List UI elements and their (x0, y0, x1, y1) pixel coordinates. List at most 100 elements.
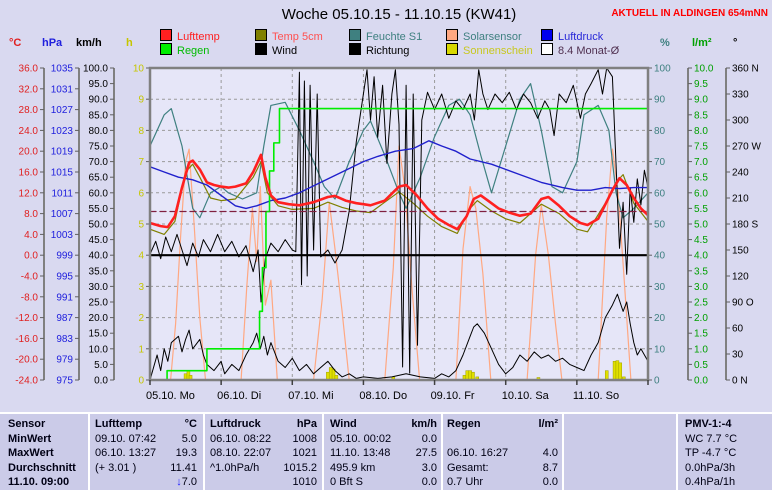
table-cell-value: 19.3 (175, 447, 197, 459)
tick-label-degrees: 240 (732, 168, 749, 179)
table-cell-text: 05.10. 00:02 (330, 432, 392, 445)
tick-label-kmh: 5.0 (94, 360, 108, 371)
series-lufttemp (150, 153, 648, 231)
tick-label-celsius: -20.0 (15, 355, 38, 366)
unit-label-hours: h (126, 37, 133, 49)
tick-label-lm2: 1.5 (694, 329, 708, 340)
x-tick-label: 06.10. Di (217, 390, 261, 402)
table-separator (676, 414, 678, 490)
legend-label: Wind (272, 45, 298, 57)
page-title: Woche 05.10.15 - 11.10.15 (KW41) (281, 6, 517, 23)
table-cell-value: 0.0 (542, 476, 558, 488)
tick-label-percent: 30 (654, 282, 666, 293)
table-cell-text: 0.7 Uhr (447, 476, 484, 488)
table-cell-value: 1008 (292, 432, 317, 445)
legend-item-solarsensor: Solarsensor (446, 29, 522, 43)
series-luftdruck (150, 140, 648, 210)
axis-celsius: 36.0 32.0 28.0 24.0 20.0 16.0 12.0 8.0 4.0 0.0 -4.… (15, 64, 45, 387)
table-cell-text: PMV-1:-4 (685, 418, 732, 430)
tick-label-hpa: 1015 (51, 168, 74, 179)
table-cell-text: Luftdruck (210, 418, 261, 430)
legend-label: Luftdruck (558, 31, 604, 43)
weather-chart-svg: 36.032.028.024.020.016.012.08.04.00.0-4.… (15, 64, 761, 403)
unit-label-degrees: ° (733, 37, 738, 49)
axis-hpa: 1035 1031 1027 1023 1019 1015 1011 1007 1003 999 9… (51, 64, 80, 387)
tick-label-kmh: 10.0 (89, 344, 109, 355)
tick-label-kmh: 55.0 (89, 204, 109, 215)
tick-label-celsius: 0.0 (24, 251, 38, 262)
table-cell-value: 27.5 (415, 447, 437, 459)
tick-label-celsius: -8.0 (21, 292, 39, 303)
table-cell-text: 06.10. 16:27 (447, 447, 509, 459)
series-solarsensor (150, 145, 648, 380)
tick-label-celsius: -16.0 (15, 334, 38, 345)
legend-item-temp-5cm: Temp 5cm (255, 29, 323, 43)
x-tick-label: 07.10. Mi (288, 390, 333, 402)
tick-label-percent: 20 (654, 313, 666, 324)
tick-label-celsius: 12.0 (19, 188, 39, 199)
x-axis: 05.10. Mo 06.10. Di 07.10. Mi 08.10. Do 09.1… (146, 380, 649, 402)
legend-label: 8.4 Monat-Ø (558, 45, 620, 57)
table-cell-text: 06.10. 08:22 (210, 432, 272, 445)
table-cell-value: km/h (411, 418, 437, 430)
table-cell-value: 4.0 (542, 447, 558, 459)
table-cell-value: 5.0 (181, 432, 197, 445)
location-banner: AKTUELL IN ALDINGEN 654mNN (611, 8, 768, 19)
series-regen (150, 107, 648, 380)
tick-label-lm2: 0.5 (694, 360, 708, 371)
x-tick-label: 11.10. So (573, 390, 619, 402)
tick-label-hpa: 1027 (51, 105, 74, 116)
tick-label-hours: 3 (138, 282, 144, 293)
tick-label-lm2: 5.5 (694, 204, 708, 215)
table-cell-value: 8.7 (542, 461, 558, 474)
tick-label-lm2: 4.0 (694, 251, 708, 262)
table-cell-text: Wind (330, 418, 357, 430)
axis-kmh: 100.0 95.0 90.0 85.0 80.0 75.0 70.0 65.0 60.0 55.… (83, 64, 115, 387)
tick-label-hours: 10 (133, 64, 145, 75)
unit-label-celsius: °C (9, 37, 22, 49)
tick-label-kmh: 65.0 (89, 173, 109, 184)
table-cell-text: 0.4hPa/1h (685, 476, 736, 488)
tick-label-celsius: 8.0 (24, 209, 38, 220)
series-feuchte-s1 (150, 83, 648, 219)
table-row-label: MinWert (8, 432, 52, 445)
tick-label-percent: 80 (654, 126, 666, 137)
axis-degrees: 360 N 330 300 270 W 240 210 180 S 150 120 90 O 60 3… (725, 64, 761, 387)
tick-label-celsius: 16.0 (19, 168, 39, 179)
trend-down-arrow-icon: ↓ (176, 476, 182, 488)
tick-label-degrees: 330 (732, 90, 749, 101)
legend-label: Feuchte S1 (366, 31, 423, 43)
table-cell-value: 1015.2 (283, 461, 317, 474)
plot-border (148, 66, 650, 382)
tick-label-hpa: 987 (56, 313, 73, 324)
tick-label-hpa: 1011 (51, 188, 73, 199)
tick-label-percent: 50 (654, 220, 666, 231)
tick-label-lm2: 7.0 (694, 157, 708, 168)
table-cell-text: 0 Bft S (330, 476, 364, 488)
legend-swatch (541, 43, 553, 55)
tick-label-hours: 5 (138, 220, 144, 231)
tick-label-celsius: 4.0 (24, 230, 38, 241)
table-separator (88, 414, 90, 490)
tick-label-lm2: 3.5 (694, 266, 708, 277)
table-cell-value: ↓7.0 (176, 476, 197, 488)
tick-label-hpa: 1019 (51, 147, 74, 158)
tick-label-percent: 40 (654, 251, 666, 262)
tick-label-kmh: 35.0 (89, 266, 109, 277)
x-tick-label: 10.10. Sa (502, 390, 550, 402)
tick-label-celsius: -4.0 (21, 272, 39, 283)
tick-label-celsius: 28.0 (19, 105, 39, 116)
table-cell-text: WC 7.7 °C (685, 432, 738, 445)
legend-swatch (255, 29, 267, 41)
tick-label-kmh: 75.0 (89, 142, 109, 153)
legend-item-lufttemp: Lufttemp (160, 29, 220, 43)
tick-label-kmh: 30.0 (89, 282, 109, 293)
tick-label-kmh: 95.0 (89, 79, 109, 90)
tick-label-hpa: 983 (56, 334, 73, 345)
tick-label-degrees: 300 (732, 116, 749, 127)
tick-label-kmh: 100.0 (83, 64, 108, 75)
table-cell-value: 11.41 (170, 461, 197, 474)
legend-item-luftdruck: Luftdruck (541, 29, 604, 43)
